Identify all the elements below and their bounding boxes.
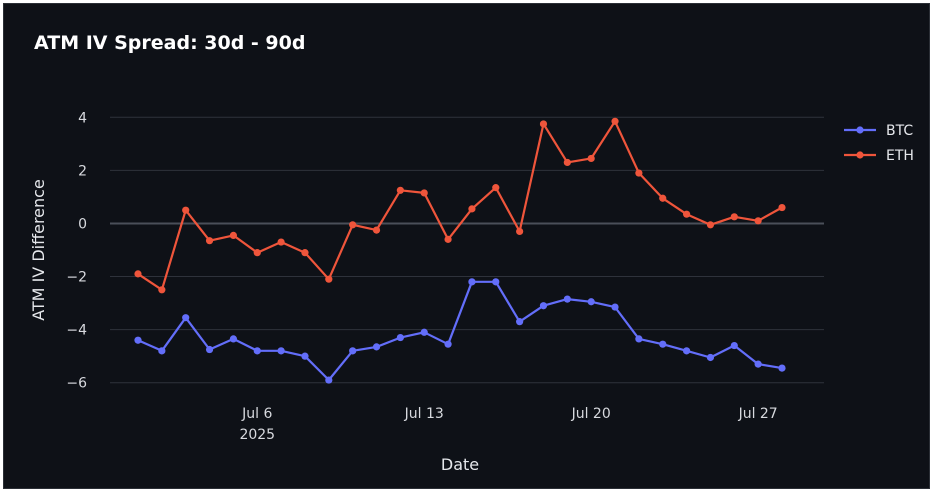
eth-point (325, 275, 333, 283)
btc-point (301, 352, 309, 360)
eth-point (349, 221, 357, 229)
eth-line (137, 120, 783, 291)
eth-point (158, 286, 166, 294)
btc-point (205, 345, 214, 354)
y-tick-label: 0 (78, 216, 87, 232)
btc-point (420, 328, 428, 336)
btc-point (611, 303, 619, 311)
btc-point (778, 364, 786, 372)
btc-point (253, 347, 261, 355)
eth-point (277, 238, 285, 246)
btc-point (682, 347, 691, 355)
btc-point (563, 295, 571, 303)
legend-swatch-marker (856, 151, 864, 159)
eth-point (730, 213, 738, 221)
legend-label: BTC (886, 123, 913, 139)
btc-point (706, 353, 715, 362)
eth-point (611, 117, 619, 125)
chart-title: ATM IV Spread: 30d - 90d (34, 32, 306, 54)
btc-point (349, 347, 357, 355)
btc-point (134, 336, 142, 344)
y-tick-labels: 4 2 0 −2 −4 −6 (66, 110, 87, 391)
legend[interactable]: BTC ETH (844, 123, 914, 164)
eth-point (682, 210, 691, 218)
btc-point (229, 335, 238, 343)
btc-point (396, 333, 404, 342)
eth-point (134, 270, 142, 278)
eth-point (205, 237, 214, 245)
eth-point (754, 217, 762, 225)
eth-point (253, 249, 261, 257)
btc-point (516, 318, 524, 326)
y-tick-label: −6 (66, 376, 87, 392)
btc-point (492, 278, 500, 286)
eth-point (659, 194, 667, 202)
legend-label: ETH (886, 148, 914, 164)
btc-point (659, 340, 667, 348)
legend-item-eth[interactable]: ETH (844, 148, 914, 164)
eth-point (539, 120, 548, 128)
eth-point (492, 184, 500, 192)
eth-point (706, 221, 715, 229)
x-tick-labels: Jul 6 2025 Jul 13 Jul 20 Jul 27 (239, 406, 777, 443)
btc-point (539, 302, 548, 310)
btc-point (587, 298, 595, 306)
btc-line (137, 280, 783, 382)
eth-point (420, 189, 428, 197)
legend-swatch-marker (856, 126, 864, 134)
series-lines (134, 117, 786, 384)
eth-point (182, 206, 190, 214)
btc-point (158, 347, 166, 355)
legend-item-btc[interactable]: BTC (844, 123, 913, 139)
x-tick-label: Jul 27 (738, 406, 778, 422)
x-tick-label: Jul 6 (241, 406, 272, 422)
btc-point (468, 278, 476, 286)
chart-panel: ATM IV Spread: 30d - 90d (3, 3, 930, 489)
eth-point (372, 226, 381, 234)
eth-point (468, 205, 476, 213)
eth-point (563, 158, 571, 167)
x-tick-sublabel: 2025 (239, 427, 275, 443)
grid-lines (110, 116, 824, 384)
x-tick-label: Jul 13 (404, 406, 444, 422)
eth-point (229, 231, 238, 240)
btc-point (730, 341, 738, 350)
btc-point (635, 335, 643, 343)
y-axis-title: ATM IV Difference (29, 179, 48, 321)
y-tick-label: 4 (78, 110, 87, 126)
y-tick-label: −4 (66, 323, 87, 339)
btc-point (444, 340, 452, 348)
btc-point (325, 376, 333, 384)
y-tick-label: −2 (66, 270, 87, 286)
btc-point (277, 347, 285, 355)
y-tick-label: 2 (78, 163, 87, 179)
eth-point (587, 154, 595, 163)
eth-point (778, 203, 786, 212)
eth-point (444, 235, 452, 243)
x-axis-title: Date (441, 455, 479, 474)
btc-series (134, 278, 786, 384)
btc-point (182, 314, 190, 322)
x-tick-label: Jul 20 (571, 406, 611, 422)
eth-point (301, 249, 309, 257)
eth-series (134, 117, 786, 294)
eth-point (635, 169, 643, 177)
btc-point (754, 360, 762, 368)
eth-point (396, 186, 404, 194)
btc-point (372, 343, 381, 351)
eth-point (516, 227, 524, 236)
